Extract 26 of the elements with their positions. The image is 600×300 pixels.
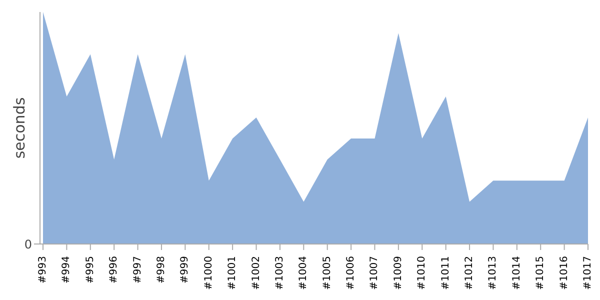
x-tick-label: #1015 <box>535 256 546 290</box>
x-tick-label: #995 <box>84 256 96 284</box>
x-tick-label: #1011 <box>440 256 452 290</box>
x-tick-label: #993 <box>38 256 48 284</box>
x-tick-label: #1014 <box>511 256 522 290</box>
x-tick-label: #1007 <box>369 256 380 290</box>
x-tick-label: #1006 <box>346 256 357 290</box>
x-tick-label: #996 <box>108 256 120 284</box>
x-tick-label: #997 <box>132 256 144 284</box>
x-tick-label: #1012 <box>464 256 476 290</box>
x-tick-label: #994 <box>61 256 72 284</box>
x-tick-label: #1000 <box>203 256 214 290</box>
x-tick-label: #1004 <box>298 256 310 290</box>
x-tick-label: #1009 <box>392 256 404 290</box>
text: 0 <box>24 237 32 252</box>
x-tick-label: #1017 <box>582 256 594 290</box>
x-tick-label: #1013 <box>488 256 499 290</box>
x-tick-label: #1002 <box>250 256 262 290</box>
x-tick-label: #1016 <box>558 256 570 290</box>
x-tick-label: #1005 <box>322 256 333 290</box>
x-tick-label: #1010 <box>416 256 428 290</box>
y-axis-title: seconds <box>10 97 28 159</box>
x-tick-label: #1001 <box>227 256 238 290</box>
x-tick-label: #998 <box>156 256 167 284</box>
x-tick-label: #1003 <box>274 256 286 290</box>
x-tick-label: #999 <box>180 256 191 284</box>
